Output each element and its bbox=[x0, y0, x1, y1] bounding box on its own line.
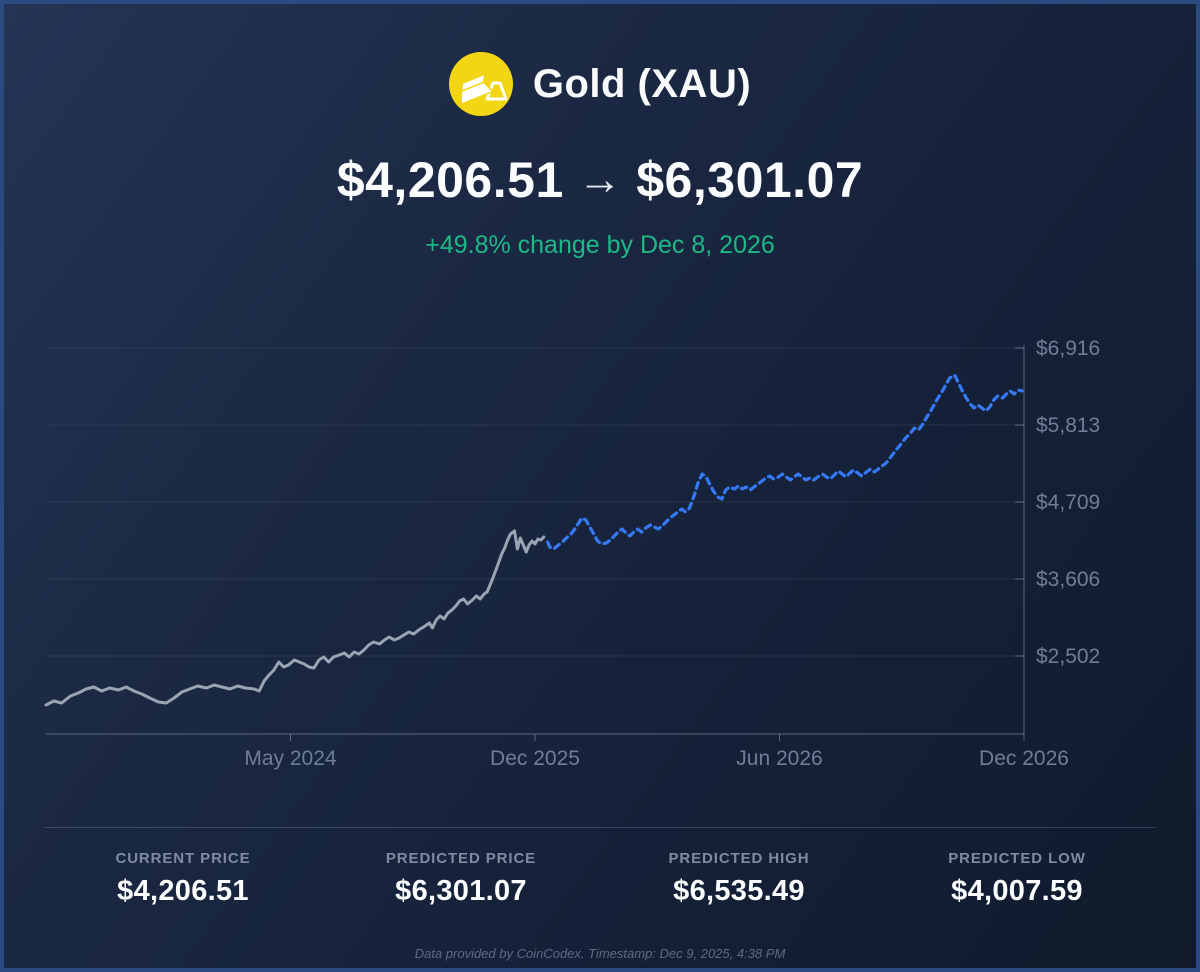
stat-predicted-high: PREDICTED HIGH $6,535.49 bbox=[600, 850, 878, 908]
svg-text:$5,813: $5,813 bbox=[1036, 414, 1100, 437]
svg-text:May 2024: May 2024 bbox=[244, 747, 337, 770]
current-price-text: $4,206.51 bbox=[336, 152, 564, 208]
price-headline: $4,206.51 → $6,301.07 bbox=[4, 152, 1196, 210]
stat-value: $4,206.51 bbox=[117, 874, 249, 907]
stat-predicted-low: PREDICTED LOW $4,007.59 bbox=[878, 850, 1156, 908]
stat-current-price: CURRENT PRICE $4,206.51 bbox=[44, 850, 322, 908]
gold-bars-icon bbox=[448, 52, 513, 116]
svg-text:$2,502: $2,502 bbox=[1036, 645, 1100, 668]
stat-predicted-price: PREDICTED PRICE $6,301.07 bbox=[322, 850, 600, 908]
stat-label: CURRENT PRICE bbox=[115, 849, 251, 867]
stats-row: CURRENT PRICE $4,206.51 PREDICTED PRICE … bbox=[4, 828, 1196, 908]
stat-label: PREDICTED LOW bbox=[948, 849, 1086, 867]
predicted-price-text: $6,301.07 bbox=[636, 152, 864, 208]
svg-text:$4,709: $4,709 bbox=[1036, 491, 1100, 514]
stat-value: $6,535.49 bbox=[673, 874, 805, 907]
svg-text:$3,606: $3,606 bbox=[1036, 568, 1100, 591]
data-attribution: Data provided by CoinCodex. Timestamp: D… bbox=[414, 945, 786, 961]
coin-title: Gold (XAU) bbox=[532, 61, 752, 106]
svg-text:Dec 2026: Dec 2026 bbox=[979, 747, 1069, 770]
stats-divider bbox=[44, 826, 1156, 828]
stat-label: PREDICTED PRICE bbox=[385, 849, 537, 867]
prediction-chart-svg[interactable]: $6,916 $5,813 $4,709 $3,606 $2,502 May 2024 De… bbox=[44, 335, 1164, 771]
prediction-chart[interactable]: $6,916 $5,813 $4,709 $3,606 $2,502 May 2024 De… bbox=[44, 335, 1164, 771]
price-change-text: +49.8% change by Dec 8, 2026 bbox=[425, 230, 775, 259]
svg-text:Jun 2026: Jun 2026 bbox=[736, 747, 822, 770]
svg-text:Dec 2025: Dec 2025 bbox=[490, 747, 580, 770]
arrow-right-icon: → bbox=[577, 155, 623, 204]
coin-header: Gold (XAU) bbox=[4, 4, 1196, 116]
svg-text:$6,916: $6,916 bbox=[1036, 337, 1100, 360]
stat-label: PREDICTED HIGH bbox=[668, 849, 810, 867]
stat-value: $6,301.07 bbox=[395, 874, 527, 907]
stat-value: $4,007.59 bbox=[951, 874, 1083, 907]
